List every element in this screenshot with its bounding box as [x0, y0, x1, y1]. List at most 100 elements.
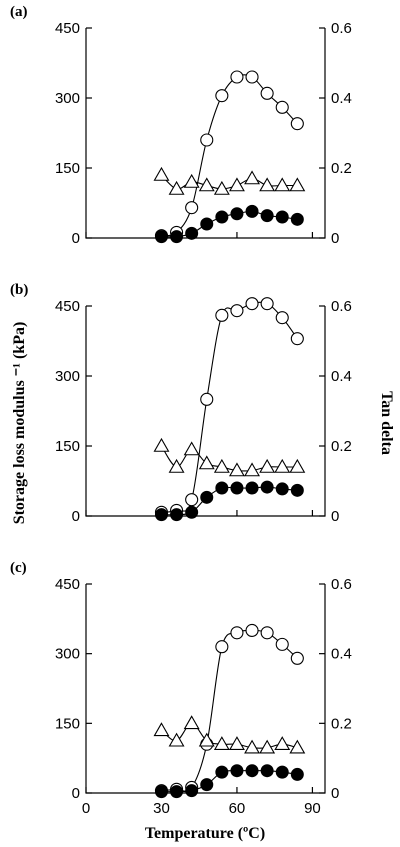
- series-line-open-triangle: [161, 445, 298, 472]
- x-tick-label: 90: [304, 800, 321, 817]
- y-right-tick-label: 0.2: [331, 160, 352, 177]
- y-right-tick-label: 0: [331, 508, 339, 525]
- ylabel-right: Tan delta: [378, 391, 395, 455]
- data-point-open-triangle: [183, 441, 200, 456]
- data-point-filled-circle: [185, 226, 199, 240]
- data-point-open-circle: [290, 651, 304, 665]
- data-point-open-circle: [275, 637, 289, 651]
- data-point-open-triangle: [259, 739, 276, 754]
- panels: (a)015030045000.20.40.6(b)015030045000.2…: [10, 4, 352, 817]
- y-left-tick-label: 450: [55, 576, 80, 593]
- data-point-filled-circle: [170, 785, 184, 799]
- data-point-open-triangle: [168, 458, 185, 473]
- data-point-filled-circle: [260, 480, 274, 494]
- data-point-open-triangle: [228, 177, 245, 192]
- x-tick-label: 60: [229, 800, 246, 817]
- data-point-filled-circle: [290, 212, 304, 226]
- y-left-tick-label: 450: [55, 298, 80, 315]
- data-point-filled-circle: [245, 481, 259, 495]
- axis-frame: [85, 584, 326, 794]
- data-point-open-triangle: [259, 177, 276, 192]
- axis-frame: [85, 306, 326, 517]
- y-right-tick-label: 0: [331, 785, 339, 802]
- data-point-filled-circle: [230, 207, 244, 221]
- y-left-tick-label: 300: [55, 646, 80, 663]
- data-point-filled-circle: [290, 767, 304, 781]
- data-point-open-triangle: [153, 166, 170, 181]
- data-point-open-triangle: [213, 180, 230, 195]
- data-point-open-triangle: [168, 732, 185, 747]
- data-point-filled-circle: [230, 764, 244, 778]
- data-point-open-triangle: [274, 458, 291, 473]
- data-point-open-triangle: [198, 732, 215, 747]
- data-point-open-circle: [245, 70, 259, 84]
- y-right-tick-label: 0.4: [331, 646, 352, 663]
- data-point-filled-circle: [260, 764, 274, 778]
- data-point-open-circle: [230, 304, 244, 318]
- y-left-tick-label: 450: [55, 20, 80, 37]
- data-point-open-circle: [290, 332, 304, 346]
- y-left-tick-label: 0: [72, 508, 80, 525]
- series-line-filled-circle: [161, 486, 298, 516]
- series-line-open-triangle: [161, 722, 298, 749]
- y-right-tick-label: 0.6: [331, 298, 352, 315]
- data-point-open-circle: [260, 86, 274, 100]
- data-point-filled-circle: [200, 217, 214, 231]
- data-point-open-triangle: [289, 458, 306, 473]
- y-right-tick-label: 0.2: [331, 715, 352, 732]
- data-point-open-circle: [260, 297, 274, 311]
- data-point-open-triangle: [289, 177, 306, 192]
- xlabel: Temperature (ºC): [145, 825, 265, 842]
- data-point-open-circle: [230, 626, 244, 640]
- y-right-tick-label: 0.6: [331, 576, 352, 593]
- panel-label: (a): [10, 4, 28, 20]
- data-point-filled-circle: [170, 230, 184, 244]
- data-point-filled-circle: [200, 778, 214, 792]
- y-right-tick-label: 0.4: [331, 90, 352, 107]
- chart-panel: (c) 0 150 300 450 0 0.2 0.4 0.6 0 30 60 90: [10, 560, 352, 817]
- data-point-filled-circle: [230, 481, 244, 495]
- y-left-tick-label: 150: [55, 160, 80, 177]
- panel-label: (b): [10, 282, 28, 298]
- data-point-filled-circle: [154, 508, 168, 522]
- data-point-filled-circle: [200, 490, 214, 504]
- data-point-open-triangle: [183, 173, 200, 188]
- data-point-open-triangle: [153, 722, 170, 737]
- data-point-open-circle: [230, 70, 244, 84]
- data-point-filled-circle: [275, 482, 289, 496]
- data-point-open-circle: [215, 640, 229, 654]
- y-left-tick-label: 0: [72, 785, 80, 802]
- data-point-filled-circle: [170, 508, 184, 522]
- series-line-open-circle: [161, 301, 298, 513]
- series-line-filled-circle: [161, 770, 298, 793]
- series-line-open-circle: [161, 74, 298, 237]
- x-tick-label: 0: [82, 800, 90, 817]
- data-point-open-circle: [185, 201, 199, 215]
- y-left-tick-label: 150: [55, 438, 80, 455]
- data-point-filled-circle: [215, 481, 229, 495]
- data-point-open-circle: [215, 308, 229, 322]
- data-point-open-triangle: [274, 736, 291, 751]
- data-point-open-circle: [275, 100, 289, 114]
- y-right-tick-label: 0.2: [331, 438, 352, 455]
- x-tick-label: 30: [153, 800, 170, 817]
- data-point-filled-circle: [185, 505, 199, 519]
- data-point-open-circle: [200, 392, 214, 406]
- chart-panel: (a) 0 150 300 450 0 0.2 0.4 0.6: [10, 4, 352, 247]
- y-left-tick-label: 150: [55, 715, 80, 732]
- data-point-open-triangle: [168, 180, 185, 195]
- data-point-open-triangle: [244, 739, 260, 754]
- y-right-tick-label: 0.4: [331, 368, 352, 385]
- data-point-open-triangle: [244, 462, 260, 477]
- y-left-tick-label: 300: [55, 90, 80, 107]
- data-point-filled-circle: [215, 765, 229, 779]
- data-point-filled-circle: [245, 764, 259, 778]
- series-line-open-circle: [161, 629, 298, 792]
- data-point-filled-circle: [154, 785, 168, 799]
- data-point-open-triangle: [289, 739, 306, 754]
- data-point-open-circle: [290, 117, 304, 131]
- data-point-open-triangle: [183, 715, 200, 730]
- data-point-open-circle: [245, 297, 259, 311]
- data-point-filled-circle: [275, 210, 289, 224]
- data-point-filled-circle: [260, 209, 274, 223]
